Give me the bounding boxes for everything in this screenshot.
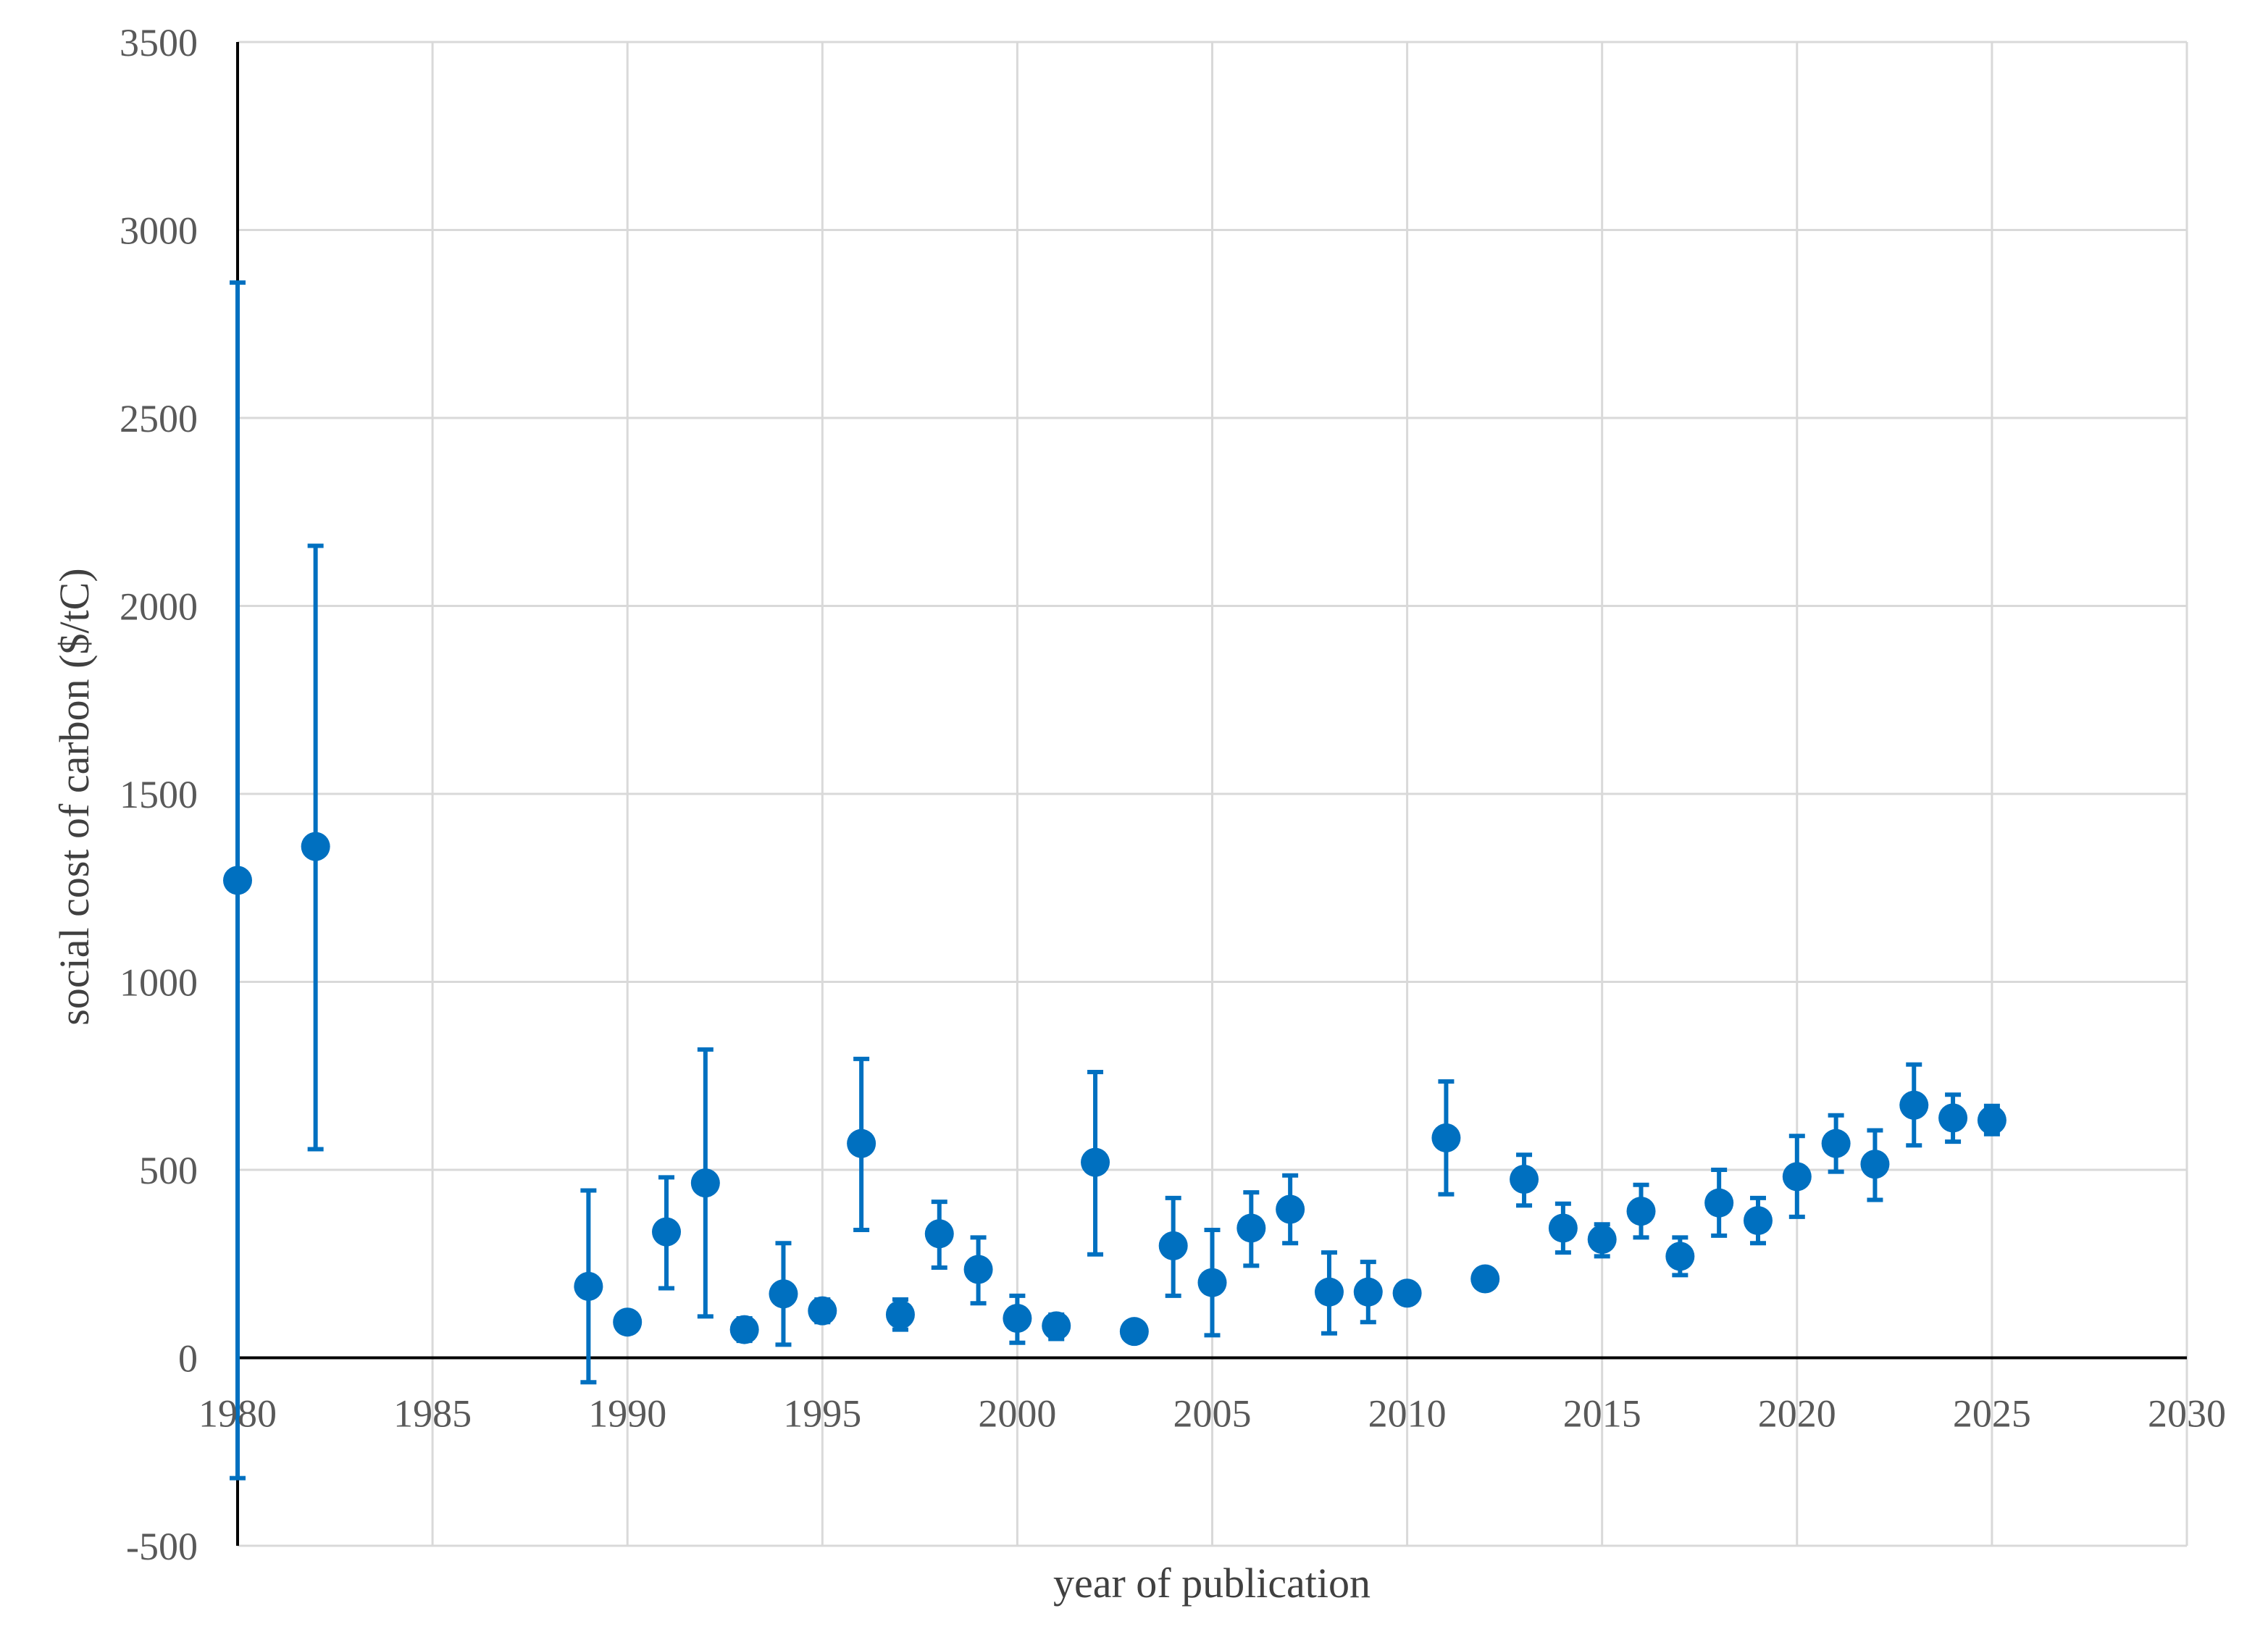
- data-point: [1081, 1147, 1110, 1177]
- data-point: [769, 1279, 798, 1309]
- data-point: [690, 1168, 720, 1198]
- error-bars: [230, 280, 2000, 1481]
- y-tick-label: -500: [126, 1525, 198, 1568]
- data-points: [223, 832, 2007, 1347]
- data-point: [847, 1129, 876, 1158]
- data-point: [1158, 1231, 1188, 1260]
- x-tick-label: 2020: [1758, 1392, 1836, 1436]
- x-axis-title: year of publication: [1053, 1560, 1371, 1607]
- data-point: [1665, 1242, 1695, 1271]
- data-point: [1821, 1129, 1851, 1158]
- data-point: [1042, 1311, 1071, 1341]
- tick-labels: -500 0 500 1000 1500 2000 2500 3000 3500 1980 1985…: [120, 21, 2226, 1568]
- data-point: [924, 1219, 954, 1249]
- y-tick-label: 3500: [120, 21, 198, 64]
- y-tick-label: 1500: [120, 773, 198, 816]
- data-point: [1938, 1103, 1968, 1133]
- x-tick-label: 1990: [588, 1392, 666, 1436]
- data-point: [808, 1296, 837, 1326]
- y-tick-label: 2000: [120, 585, 198, 629]
- x-tick-label: 2025: [1953, 1392, 2031, 1436]
- data-point: [1899, 1090, 1929, 1120]
- data-point: [301, 832, 330, 861]
- data-point: [223, 866, 252, 895]
- x-tick-label: 2005: [1173, 1392, 1252, 1436]
- x-tick-label: 2010: [1368, 1392, 1447, 1436]
- data-point: [1236, 1213, 1266, 1243]
- x-tick-label: 2000: [978, 1392, 1056, 1436]
- data-point: [1782, 1162, 1812, 1192]
- x-tick-label: 1985: [393, 1392, 472, 1436]
- data-point: [1704, 1188, 1734, 1218]
- data-point: [1276, 1194, 1305, 1224]
- data-point: [1470, 1264, 1500, 1294]
- data-point: [1626, 1197, 1656, 1226]
- data-point: [1860, 1150, 1890, 1179]
- y-tick-label: 2500: [120, 397, 198, 440]
- data-point: [1392, 1278, 1422, 1308]
- data-point: [1743, 1206, 1773, 1236]
- data-point: [1353, 1277, 1383, 1307]
- data-point: [1197, 1268, 1227, 1297]
- data-point: [1548, 1213, 1578, 1243]
- data-point: [1003, 1304, 1032, 1334]
- y-axis-title: social cost of carbon ($/tC): [51, 568, 98, 1025]
- data-point: [1119, 1317, 1149, 1347]
- y-tick-label: 0: [178, 1337, 198, 1381]
- data-point: [574, 1271, 603, 1301]
- data-point: [1510, 1164, 1539, 1194]
- x-tick-label: 2030: [2148, 1392, 2226, 1436]
- data-point: [1587, 1225, 1617, 1255]
- data-point: [729, 1315, 759, 1344]
- data-point: [963, 1255, 993, 1284]
- x-tick-label: 2015: [1563, 1392, 1641, 1436]
- x-tick-label: 1980: [198, 1392, 277, 1436]
- data-point: [1431, 1123, 1461, 1152]
- data-point: [1977, 1105, 2007, 1135]
- y-tick-label: 500: [139, 1149, 198, 1192]
- x-tick-label: 1995: [783, 1392, 861, 1436]
- data-point: [885, 1299, 915, 1329]
- y-tick-label: 3000: [120, 209, 198, 253]
- data-point: [652, 1217, 682, 1247]
- y-tick-label: 1000: [120, 961, 198, 1005]
- data-point: [1314, 1277, 1344, 1307]
- data-point: [613, 1307, 643, 1337]
